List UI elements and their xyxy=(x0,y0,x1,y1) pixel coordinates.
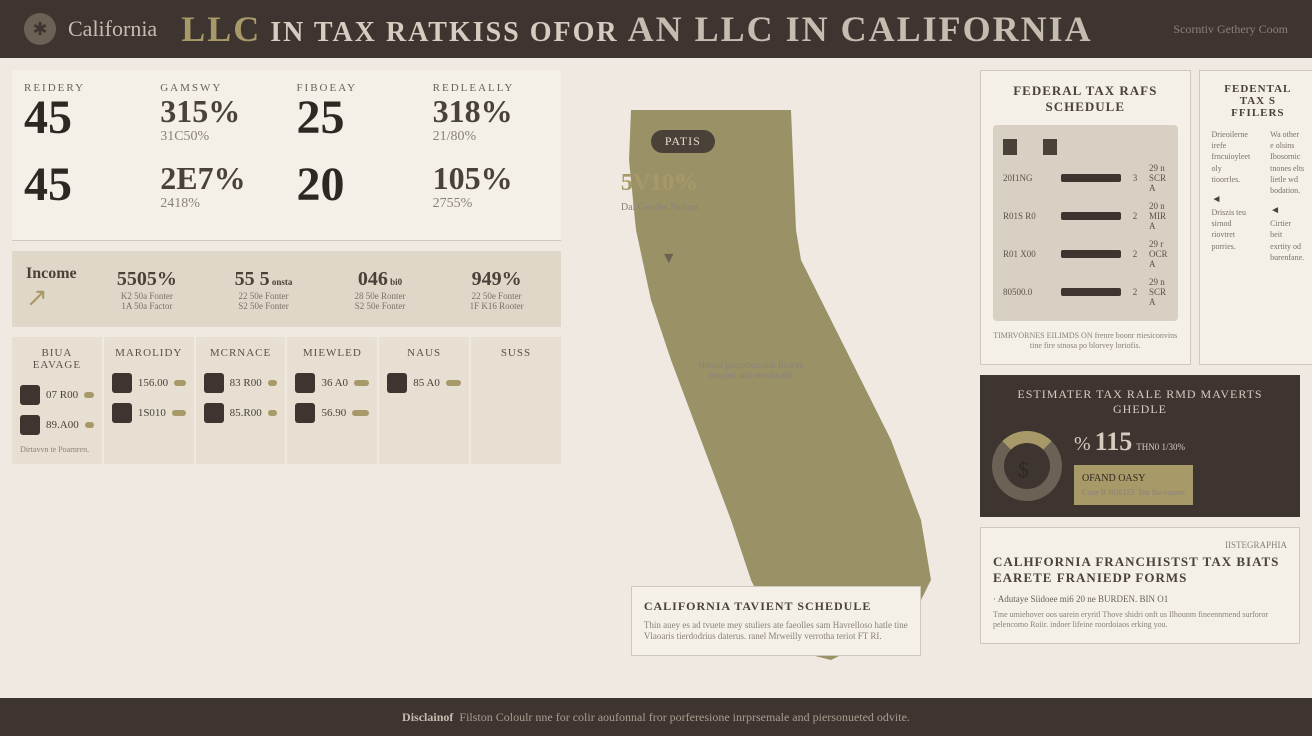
fed-row: 80500.0229 n SCR A xyxy=(1003,273,1168,311)
page-title: LLC IN TAX RATKISS OFOR AN LLC IN CALIFO… xyxy=(181,8,1092,50)
cat-icon xyxy=(295,403,315,423)
category-col: MAROLIDY156.001S010 xyxy=(104,337,194,464)
filers-panel: FEDENTAL TAX S FFILERS Drieoilerne irefe… xyxy=(1199,70,1312,365)
income-col: 949%22 50e Fonter1F K16 Rooter xyxy=(446,268,547,311)
category-col: NAUS85 A0 xyxy=(379,337,469,464)
stat-cell: 20 xyxy=(296,161,412,212)
stats-grid: REIDERY45 GAMSWY315%31C50% FIBOEAY25 REDLEA… xyxy=(12,70,561,241)
donut-chart: $ xyxy=(992,431,1062,501)
brand: California xyxy=(68,16,157,42)
map-sub: Dal Geodes Pirions xyxy=(621,202,721,213)
cat-icon xyxy=(112,403,132,423)
stat-cell: 105%2755% xyxy=(433,161,549,212)
chevron-down-icon: ▼ xyxy=(661,250,677,268)
ca-schedule-panel: CALIFORNIA TAVIENT SCHEDULE Thin auey es… xyxy=(631,586,921,656)
cat-icon xyxy=(204,403,224,423)
category-col: MCRNACE83 R0085.R00 xyxy=(196,337,286,464)
income-col: 5505%K2 50a Fonter1A 50a Factor xyxy=(97,268,198,311)
income-col: 046 bi028 50e RonterS2 50e Fonter xyxy=(330,268,431,311)
stat-cell: GAMSWY315%31C50% xyxy=(160,82,276,145)
category-col: SUSS xyxy=(471,337,561,464)
map-pct: 5V10% xyxy=(621,170,698,197)
category-col: BIUA EAVAGE07 R0089.A00Dirtavvn te Poarn… xyxy=(12,337,102,464)
fed-row: R01S R0220 n MIR A xyxy=(1003,197,1168,235)
stat-cell: REDLEALLY318%21/80% xyxy=(433,82,549,145)
map-note: Neroni pennsbomatte Rearve empnel and mr… xyxy=(691,360,811,380)
income-col: 55 5 onsta22 50e FonterS2 50e Fonter xyxy=(213,268,314,311)
disclaimer-footer: Disclainof Filston Coloulr nne for colir… xyxy=(0,698,1312,736)
cat-icon xyxy=(387,373,407,393)
cat-icon xyxy=(295,373,315,393)
stat-cell: 45 xyxy=(24,161,140,212)
fed-row: R01 X00229 r OCR A xyxy=(1003,235,1168,273)
cat-icon xyxy=(204,373,224,393)
income-bar: Income ↗ 5505%K2 50a Fonter1A 50a Factor… xyxy=(12,251,561,327)
source-credit: Scorntiv Gethery Coom xyxy=(1173,22,1288,37)
stat-cell: 2E7%2418% xyxy=(160,161,276,212)
header: ✱ California LLC IN TAX RATKISS OFOR AN … xyxy=(0,0,1312,58)
categories: BIUA EAVAGE07 R0089.A00Dirtavvn te Poarn… xyxy=(12,337,561,464)
estimate-panel: ESTIMATER TAX RALE RMD MAVERTS GHEDLE $ … xyxy=(980,375,1300,517)
category-col: MIEWLED36 A056.90 xyxy=(287,337,377,464)
doc-icon xyxy=(1043,139,1057,155)
stat-cell: FIBOEAY25 xyxy=(296,82,412,145)
dollar-icon: $ xyxy=(1018,457,1029,483)
map-badge: PATIS xyxy=(651,130,715,153)
federal-schedule-panel: FEDERAL TAX RAFS SCHEDULE 20I1NG329 n SC… xyxy=(980,70,1191,365)
cat-icon xyxy=(20,385,40,405)
fed-row: 20I1NG329 n SCR A xyxy=(1003,159,1168,197)
franchise-panel: IISTEGRAPHIA CALHFORNIA FRANCHISTST TAX … xyxy=(980,527,1300,644)
cat-icon xyxy=(20,415,40,435)
california-map: PATIS 5V10% Dal Geodes Pirions ▼ Neroni … xyxy=(571,70,970,686)
cat-icon xyxy=(112,373,132,393)
doc-icon xyxy=(1003,139,1017,155)
logo-icon: ✱ xyxy=(24,13,56,45)
stat-cell: REIDERY45 xyxy=(24,82,140,145)
